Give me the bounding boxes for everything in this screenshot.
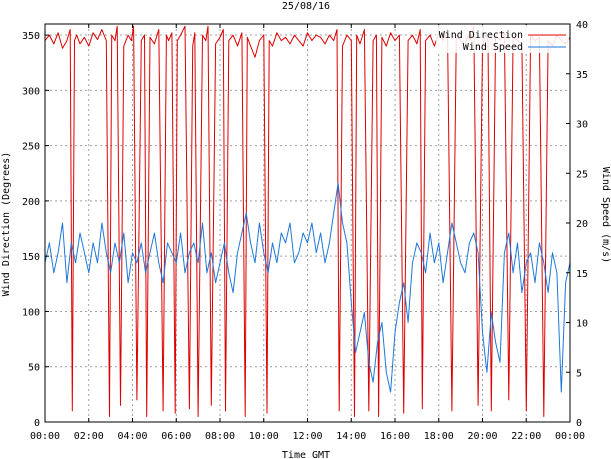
chart-title: 25/08/16 xyxy=(282,1,330,12)
y-right-tick-label: 0 xyxy=(576,418,582,429)
y-right-tick-label: 20 xyxy=(576,219,588,230)
x-tick-label: 00:00 xyxy=(555,431,585,442)
y-right-tick-label: 30 xyxy=(576,120,588,131)
y-left-tick-label: 200 xyxy=(22,197,40,208)
x-tick-label: 00:00 xyxy=(30,431,60,442)
x-tick-label: 14:00 xyxy=(336,431,366,442)
x-tick-label: 02:00 xyxy=(74,431,104,442)
y-right-tick-label: 40 xyxy=(576,20,588,31)
y-left-tick-label: 100 xyxy=(22,307,40,318)
y-left-tick-label: 150 xyxy=(22,252,40,263)
y-left-tick-label: 250 xyxy=(22,142,40,153)
x-tick-label: 04:00 xyxy=(117,431,147,442)
wind-speed-series-line xyxy=(44,182,571,393)
legend-background xyxy=(436,25,569,53)
y-right-tick-label: 10 xyxy=(576,319,588,330)
legend-label-wind-speed: Wind Speed xyxy=(463,42,523,53)
y-left-tick-label: 300 xyxy=(22,86,40,97)
legend-label-wind-direction: Wind Direction xyxy=(439,30,523,41)
x-tick-label: 16:00 xyxy=(380,431,410,442)
y-right-tick-label: 35 xyxy=(576,70,588,81)
y-right-tick-label: 5 xyxy=(576,368,582,379)
y-left-tick-label: 0 xyxy=(34,418,40,429)
y-axis-label-left: Wind Direction (Degrees) xyxy=(1,152,12,297)
legend: Wind Direction Wind Speed xyxy=(436,25,569,53)
x-tick-label: 22:00 xyxy=(511,431,541,442)
y-right-tick-label: 25 xyxy=(576,169,588,180)
x-axis-label: Time GMT xyxy=(282,450,330,459)
y-right-tick-label: 15 xyxy=(576,269,588,280)
y-left-tick-label: 350 xyxy=(22,31,40,42)
x-tick-label: 06:00 xyxy=(161,431,191,442)
x-tick-label: 20:00 xyxy=(467,431,497,442)
x-tick-label: 18:00 xyxy=(424,431,454,442)
y-left-tick-label: 50 xyxy=(28,363,40,374)
x-tick-label: 12:00 xyxy=(292,431,322,442)
x-tick-label: 08:00 xyxy=(205,431,235,442)
tick-layer: 00:00 02:00 04:00 06:00 08:00 10:00 12:00 14:00… xyxy=(22,20,588,442)
y-axis-label-right: Wind Speed (m/s) xyxy=(600,167,611,263)
x-tick-label: 10:00 xyxy=(249,431,279,442)
